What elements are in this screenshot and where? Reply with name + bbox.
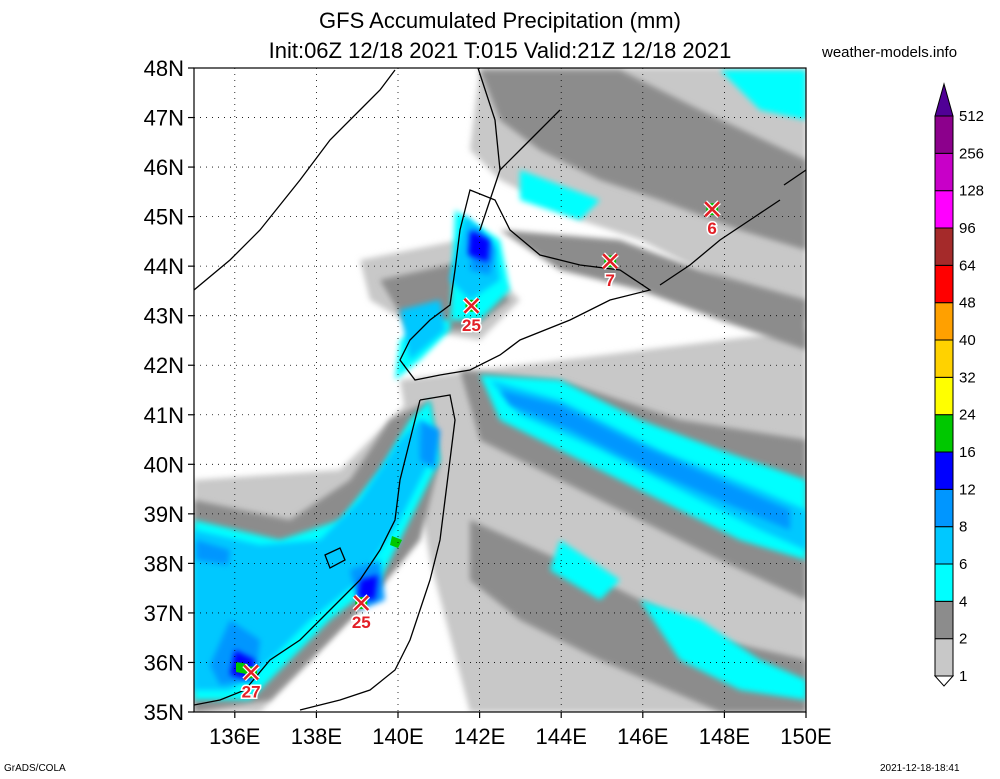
- colorbar-label: 64: [959, 257, 976, 274]
- colorbar-bin: [934, 339, 954, 378]
- site-label: weather-models.info: [822, 44, 958, 61]
- max-marker-value: 25: [352, 613, 371, 632]
- colorbar-bin: [934, 376, 954, 416]
- y-tick-label: 45N: [144, 205, 184, 230]
- max-marker-cross: [353, 595, 370, 611]
- y-tick-label: 48N: [144, 56, 184, 81]
- colorbar-bin: [934, 414, 954, 453]
- colorbar-bin: [934, 451, 954, 490]
- colorbar-label: 24: [959, 407, 976, 424]
- colorbar-bin: [934, 600, 954, 640]
- y-tick-label: 43N: [144, 304, 184, 329]
- y-tick-label: 41N: [144, 403, 184, 428]
- x-tick-label: 150E: [780, 724, 831, 749]
- y-axis: 35N 36N 37N 38N 39N 40N 41N 42N 43N 44N 45N 46N 47N 4…: [144, 56, 194, 725]
- y-tick-label: 42N: [144, 353, 184, 378]
- y-tick-label: 39N: [144, 502, 184, 527]
- max-marker-cross: [463, 297, 480, 314]
- x-tick-label: 140E: [372, 724, 423, 749]
- y-tick-label: 40N: [144, 452, 184, 477]
- max-marker-value: 7: [605, 271, 614, 290]
- x-axis: 136E 138E 140E 142E 144E 146E 148E 150E: [209, 712, 832, 749]
- colorbar-bin: [934, 264, 954, 304]
- max-marker: 6: [703, 200, 721, 240]
- max-marker-cross: [243, 664, 260, 681]
- map-frame: [193, 67, 807, 713]
- y-tick-label: 46N: [144, 155, 184, 180]
- coastlines: [194, 68, 806, 711]
- colorbar-bin: [934, 82, 954, 117]
- chart-subtitle: Init:06Z 12/18 2021 T:015 Valid:21Z 12/1…: [268, 38, 732, 63]
- footer-right: 2021-12-18-18:41: [880, 763, 960, 774]
- max-marker: 27: [240, 663, 262, 703]
- precip-field: [194, 68, 806, 712]
- colorbar-label: 1: [959, 668, 967, 685]
- max-marker-cross: [704, 201, 721, 218]
- colorbar-bin: [934, 563, 954, 602]
- max-markers: 25 7 6 25 27: [240, 200, 721, 703]
- colorbar-label: 40: [959, 332, 976, 349]
- x-tick-label: 148E: [699, 724, 750, 749]
- x-tick-label: 136E: [209, 724, 260, 749]
- colorbar-label: 48: [959, 295, 976, 312]
- colorbar-label: 128: [959, 183, 984, 200]
- max-marker-value: 27: [242, 682, 261, 701]
- max-marker: 25: [350, 594, 372, 634]
- colorbar-bin: [934, 638, 954, 677]
- colorbar-bin: [934, 227, 954, 266]
- x-tick-label: 142E: [454, 724, 505, 749]
- colorbar-bin: [934, 190, 954, 229]
- y-tick-label: 44N: [144, 254, 184, 279]
- footer-left: GrADS/COLA: [4, 763, 66, 774]
- x-tick-label: 144E: [536, 724, 587, 749]
- x-tick-label: 146E: [617, 724, 668, 749]
- chart-title: GFS Accumulated Precipitation (mm): [319, 8, 681, 33]
- y-tick-label: 35N: [144, 700, 184, 725]
- colorbar-bin: [934, 152, 954, 192]
- colorbar-bin: [933, 675, 955, 687]
- gridlines: [194, 68, 806, 712]
- colorbar-bin: [934, 115, 954, 154]
- colorbar-label: 256: [959, 145, 984, 162]
- max-marker-value: 25: [462, 316, 481, 335]
- colorbar-label: 512: [959, 108, 984, 125]
- y-tick-label: 38N: [144, 551, 184, 576]
- y-tick-label: 36N: [144, 650, 184, 675]
- colorbar-label: 12: [959, 481, 976, 498]
- max-marker: 7: [601, 252, 619, 292]
- colorbar-bin: [934, 488, 954, 528]
- colorbar-label: 16: [959, 444, 976, 461]
- x-tick-label: 138E: [291, 724, 342, 749]
- colorbar-label: 2: [959, 631, 967, 648]
- max-marker-cross: [602, 253, 619, 270]
- max-marker: 25: [460, 297, 482, 336]
- max-marker-value: 6: [707, 219, 716, 238]
- colorbar-label: 4: [959, 593, 967, 610]
- colorbar-label: 6: [959, 556, 967, 573]
- colorbar-bin: [934, 302, 954, 341]
- colorbar-label: 8: [959, 519, 967, 536]
- colorbar-label: 96: [959, 220, 976, 237]
- y-tick-label: 37N: [144, 601, 184, 626]
- colorbar-label: 32: [959, 369, 976, 386]
- y-tick-label: 47N: [144, 106, 184, 131]
- colorbar-bin: [934, 526, 954, 565]
